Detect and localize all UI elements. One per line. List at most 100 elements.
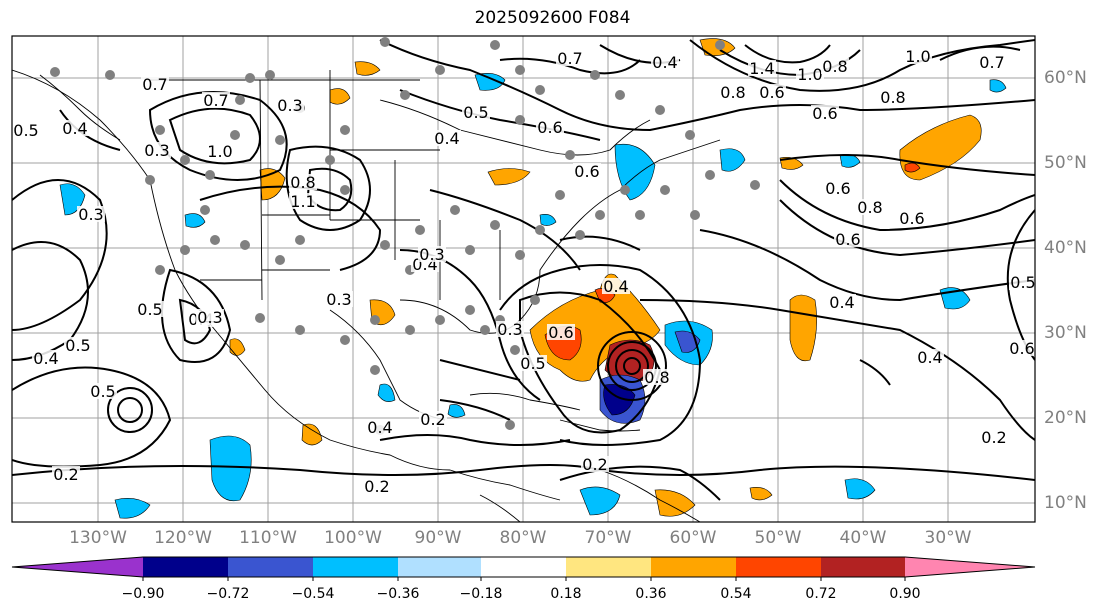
contour-label-bg	[811, 105, 839, 121]
contour-label-bg	[758, 84, 786, 100]
colorbar-segment	[12, 557, 143, 577]
contour-label: 0.7	[203, 91, 228, 110]
contour-label-bg	[573, 163, 601, 179]
contour-label-bg	[916, 349, 944, 365]
contour-label-bg	[978, 54, 1006, 70]
contour-label-bg	[89, 383, 117, 399]
colorbar	[11, 556, 1036, 581]
longitude-label: 90°W	[414, 528, 462, 548]
contour-label-bg	[418, 246, 446, 262]
contour-label: 0.3	[144, 141, 169, 160]
contour-label-bg	[143, 142, 171, 158]
contour-label-bg	[556, 50, 584, 66]
contour-label-bg	[496, 321, 524, 337]
contour-label-bg	[196, 309, 224, 325]
contour-label-bg	[64, 337, 92, 353]
longitude-label: 120°W	[154, 528, 212, 548]
contour-label-bg	[643, 369, 671, 385]
contour-label: 0.5	[463, 103, 488, 122]
contour-label: 0.4	[603, 277, 628, 296]
longitude-label: 30°W	[924, 528, 972, 548]
colorbar-segment	[566, 557, 651, 577]
contour-label-bg	[602, 278, 630, 294]
contour-label: 0.5	[65, 336, 90, 355]
contour-label-bg	[202, 92, 230, 108]
contour-label-bg	[136, 301, 164, 317]
latitude-label: 30°N	[1044, 323, 1087, 343]
contour-label: 1.1	[290, 192, 315, 211]
contour-label-bg	[206, 143, 234, 159]
longitude-label: 50°W	[754, 528, 802, 548]
contour-label-bg	[289, 193, 317, 209]
contour-label-bg	[462, 104, 490, 120]
longitude-label: 130°W	[69, 528, 127, 548]
contour-label: 0.4	[434, 129, 459, 148]
contour-label-bg	[828, 294, 856, 310]
contour-label: 0.5	[520, 354, 545, 373]
contour-label-bg	[748, 60, 776, 76]
colorbar-tick-label: 0.36	[635, 586, 667, 602]
contour-label: 0.6	[759, 83, 784, 102]
colorbar-tick-label: 0.18	[550, 586, 582, 602]
contour-label: 0.8	[857, 198, 882, 217]
longitude-label: 60°W	[669, 528, 717, 548]
contour-label-bg	[824, 180, 852, 196]
contour-label-bg	[651, 54, 679, 70]
contour-label: 0.3	[78, 205, 103, 224]
contour-label: 0.6	[574, 162, 599, 181]
longitude-label: 110°W	[239, 528, 297, 548]
contour-label: 0.8	[644, 368, 669, 387]
contour-label: 0.7	[142, 75, 167, 94]
colorbar-tick-label: −0.36	[376, 586, 420, 602]
contour-label: 0.6	[825, 179, 850, 198]
colorbar-tick-label: −0.54	[291, 586, 335, 602]
contour-label: 0.3	[326, 290, 351, 309]
longitude-label: 40°W	[839, 528, 887, 548]
contour-label-bg	[879, 89, 907, 105]
map-frame	[11, 35, 1036, 523]
contour-label-bg	[419, 411, 447, 427]
contour-label: 0.4	[829, 293, 854, 312]
contour-label-bg	[719, 84, 747, 100]
contour-label-bg	[519, 355, 547, 371]
colorbar-segment	[143, 557, 228, 577]
contour-label-bg	[834, 231, 862, 247]
colorbar-segment	[228, 557, 313, 577]
contour-label: 0.6	[537, 118, 562, 137]
colorbar-tick-label: 0.54	[720, 586, 752, 602]
contour-label-bg	[61, 120, 89, 136]
latitude-label: 50°N	[1044, 153, 1087, 173]
contour-label-bg	[980, 429, 1008, 445]
contour-label-bg	[898, 210, 926, 226]
contour-label: 0.8	[290, 173, 315, 192]
contour-label-bg	[856, 199, 884, 215]
contour-label: 0.3	[197, 308, 222, 327]
colorbar-segment	[736, 557, 821, 577]
latitude-label: 40°N	[1044, 238, 1087, 258]
contour-label: 1.4	[749, 59, 774, 78]
contour-label: 0.6	[835, 230, 860, 249]
contour-label: 0.7	[979, 53, 1004, 72]
contour-label-bg	[1009, 274, 1035, 290]
contour-label: 0.2	[981, 428, 1006, 447]
contour-label-bg	[325, 291, 353, 307]
contour-label-bg	[433, 130, 461, 146]
contour-label: 0.6	[812, 104, 837, 123]
colorbar-segment	[821, 557, 905, 577]
contour-label-bg	[547, 324, 575, 340]
contour-label-bg	[366, 419, 394, 435]
contour-label: 0.7	[557, 49, 582, 68]
colorbar-tick-label: 0.90	[889, 586, 921, 602]
contour-label: 0.2	[364, 477, 389, 496]
contour-label: 0.2	[53, 465, 78, 484]
contour-label-bg	[141, 76, 169, 92]
contour-label: 0.5	[137, 300, 162, 319]
contour-label: 0.5	[1010, 273, 1035, 292]
contour-lines	[12, 39, 1035, 501]
longitude-label: 100°W	[324, 528, 382, 548]
contour-label: 0.3	[497, 320, 522, 339]
contour-label: 0.4	[367, 418, 392, 437]
contour-label-bg	[363, 478, 391, 494]
colorbar-segment	[651, 557, 736, 577]
